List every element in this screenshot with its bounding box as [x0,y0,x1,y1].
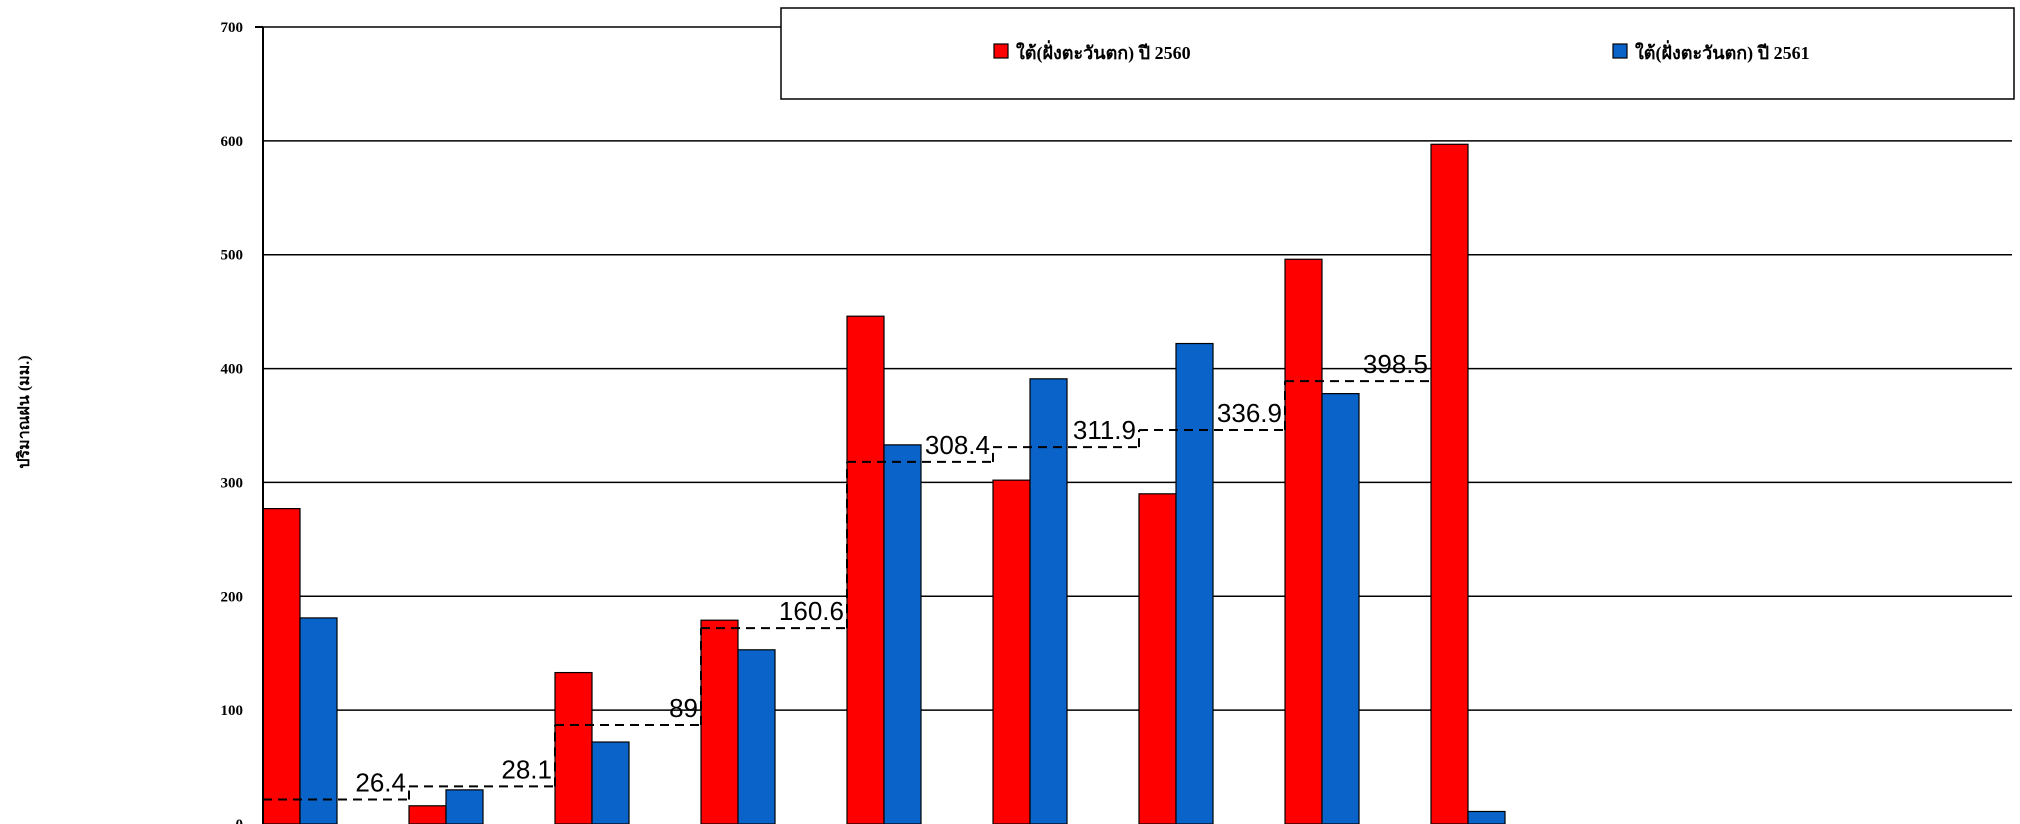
y-tick-label: 200 [221,589,244,605]
average-label: 336.9 [1217,398,1282,428]
bar-2560 [1430,143,1469,824]
bar-2560 [408,805,447,824]
average-label: 160.6 [779,596,844,626]
legend-label-2560: ใต้(ฝั่งตะวันตก) ปี 2560 [1016,40,1191,64]
axes: 0 100 200 300 400 500 600 700 ปริมาณฝน (มม.) [15,20,264,824]
bar-2561 [591,741,630,824]
average-label: 89 [669,693,698,723]
bar-2561 [1175,342,1214,824]
y-tick-label: 600 [221,134,244,150]
bar-2560 [554,671,593,824]
bar-2561 [1029,378,1068,824]
bar-2561 [1321,393,1360,824]
legend: ใต้(ฝั่งตะวันตก) ปี 2560 ใต้(ฝั่งตะวันตก)… [780,7,2015,100]
average-label: 28.1 [501,754,552,784]
bar-2560 [1138,493,1177,824]
y-tick-label: 300 [221,475,244,491]
bar-2560 [1284,258,1323,824]
legend-box [780,7,2015,100]
average-label: 26.4 [355,768,406,798]
legend-swatch-2561 [1612,43,1628,59]
average-label: 308.4 [925,430,990,460]
y-tick-label: 400 [221,362,244,378]
y-tick-label: 0 [236,817,244,824]
y-tick-label: 700 [221,20,244,36]
bar-2560 [992,479,1031,824]
bar-2561 [1467,810,1506,824]
average-label: 398.5 [1363,349,1428,379]
average-steps: 26.4 28.1 89 160.6 308.4 311.9 336.9 398.5 [263,349,1431,801]
bar-2560 [846,315,885,824]
y-tick-label: 100 [221,703,244,719]
gridlines [263,26,2012,711]
legend-label-2561: ใต้(ฝั่งตะวันตก) ปี 2561 [1635,40,1810,64]
bar-2561 [737,649,776,824]
y-tick-label: 500 [221,248,244,264]
bars [262,143,1506,824]
legend-swatch-2560 [993,43,1009,59]
bar-2561 [299,617,338,824]
bar-2560 [262,508,301,824]
bar-2561 [883,444,922,824]
bar-2561 [445,789,484,824]
average-label: 311.9 [1073,415,1136,445]
bar-2560 [700,619,739,824]
y-axis-label: ปริมาณฝน (มม.) [15,355,33,468]
